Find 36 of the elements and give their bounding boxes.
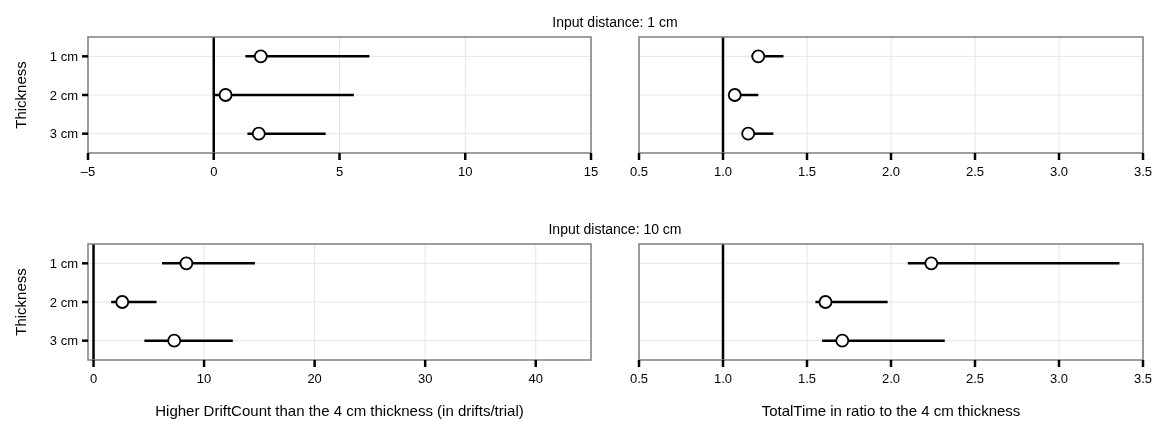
x-tick-label: 40 [528,371,543,386]
y-tick-label: 1 cm [49,48,78,64]
x-tick-label: 1.5 [797,164,817,179]
x-tick-label: 2.0 [881,164,901,179]
x-tick-label: 3.0 [1049,371,1069,386]
x-tick-label: 1.0 [713,371,733,386]
x-tick-label: 2.5 [965,164,985,179]
x-tick-label: 3.0 [1049,164,1069,179]
x-tick-label: 0.5 [629,164,649,179]
x-tick-label: 0 [210,164,218,179]
x-tick-label: 20 [307,371,322,386]
x-axis-title: Higher DriftCount than the 4 cm thickness (in drifts/trial) [155,402,524,419]
y-tick-label: 2 cm [49,87,78,103]
x-tick-label: 2.0 [881,371,901,386]
x-axis-title: TotalTime in ratio to the 4 cm thickness [761,402,1021,419]
y-tick-label: 2 cm [49,294,78,310]
x-tick-label: 2.5 [965,371,985,386]
x-tick-label: 0 [89,371,98,386]
chart-title: Input distance: 1 cm [552,14,678,30]
y-axis-title: Thickness [12,268,29,336]
x-tick-label: 15 [583,164,599,179]
x-tick-label: 0.5 [629,371,649,386]
y-tick-label: 3 cm [49,333,78,349]
x-tick-label: 1.5 [797,371,817,386]
x-tick-label: 1.0 [713,164,733,179]
y-tick-label: 3 cm [49,126,78,142]
x-tick-label: 30 [417,371,433,386]
y-axis-title: Thickness [12,61,29,129]
y-tick-label: 1 cm [49,255,78,271]
x-tick-label: 5 [335,164,344,179]
x-tick-label: 3.5 [1133,371,1153,386]
x-tick-label: 10 [458,164,473,179]
chart-title: Input distance: 10 cm [548,221,682,237]
x-tick-label: –5 [80,164,96,179]
x-tick-label: 10 [196,371,212,386]
x-tick-label: 3.5 [1133,164,1153,179]
